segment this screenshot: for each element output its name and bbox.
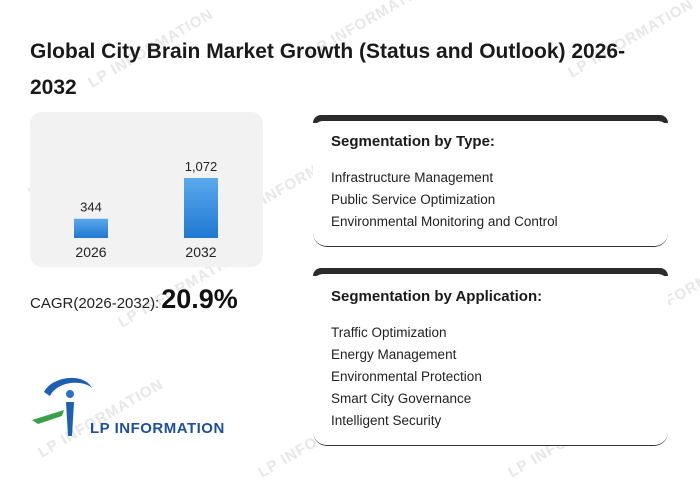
segmentation-by-type-card: Segmentation by Type: Infrastructure Man…	[313, 115, 668, 247]
segmentation-application-list: Traffic Optimization Energy Management E…	[331, 322, 482, 432]
cagr-row: CAGR(2026-2032): 20.9%	[30, 284, 238, 315]
cagr-value: 20.9%	[161, 284, 238, 314]
list-item: Smart City Governance	[331, 391, 472, 406]
card-header-bar	[313, 115, 668, 123]
segmentation-by-application-card: Segmentation by Application: Traffic Opt…	[313, 268, 668, 446]
value-label: 344	[80, 200, 102, 215]
card-body: Segmentation by Application: Traffic Opt…	[313, 274, 668, 445]
category-label: 2032	[185, 244, 216, 260]
company-logo: LP INFORMATION	[28, 372, 224, 444]
bar-2032	[184, 178, 218, 238]
category-label: 2026	[75, 244, 106, 260]
cagr-label: CAGR(2026-2032):	[30, 295, 160, 312]
card-body: Segmentation by Type: Infrastructure Man…	[313, 121, 668, 246]
logo-text: LP INFORMATION	[90, 420, 225, 437]
bar-chart: 344 2026 1,072 2032	[74, 159, 218, 260]
value-label: 1,072	[185, 159, 218, 174]
bar-2026	[74, 218, 108, 238]
lp-information-logo-icon	[32, 377, 92, 436]
segmentation-type-list: Infrastructure Management Public Service…	[331, 167, 558, 233]
card-header-bar	[313, 268, 668, 276]
segmentation-type-title: Segmentation by Type:	[331, 133, 495, 150]
list-item: Environmental Monitoring and Control	[331, 214, 558, 229]
list-item: Intelligent Security	[331, 413, 442, 428]
list-item: Public Service Optimization	[331, 192, 496, 207]
bar-chart-panel: 344 2026 1,072 2032	[30, 112, 263, 267]
list-item: Infrastructure Management	[331, 170, 494, 185]
list-item: Traffic Optimization	[331, 325, 447, 340]
list-item: Energy Management	[331, 347, 457, 362]
page-title: Global City Brain Market Growth (Status …	[30, 40, 626, 99]
list-item: Environmental Protection	[331, 369, 482, 384]
segmentation-application-title: Segmentation by Application:	[331, 288, 543, 305]
